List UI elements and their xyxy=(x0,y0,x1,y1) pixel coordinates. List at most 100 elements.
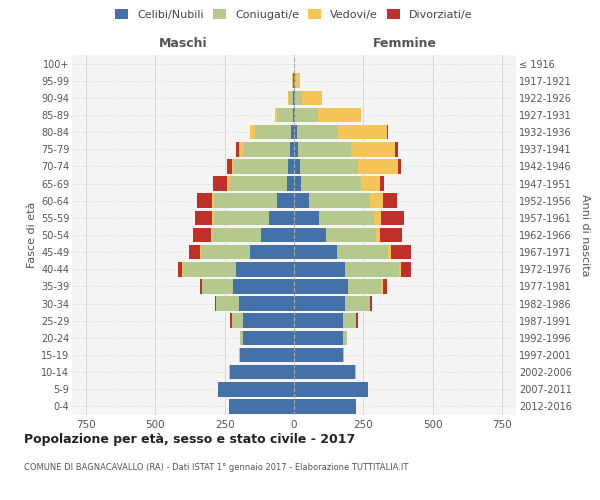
Bar xyxy=(351,142,395,156)
Bar xyxy=(275,108,277,122)
Bar xyxy=(290,142,294,156)
Bar xyxy=(395,142,398,156)
Bar xyxy=(294,314,343,328)
Bar xyxy=(242,330,294,345)
Bar xyxy=(229,176,287,191)
Bar xyxy=(229,399,294,413)
Bar xyxy=(197,194,212,208)
Bar xyxy=(230,365,294,380)
Bar xyxy=(294,330,343,345)
Bar xyxy=(188,245,200,260)
Bar xyxy=(212,210,214,225)
Bar xyxy=(319,210,374,225)
Bar xyxy=(294,194,309,208)
Bar xyxy=(309,194,370,208)
Bar xyxy=(346,296,370,311)
Bar xyxy=(200,245,201,260)
Bar xyxy=(294,228,326,242)
Bar xyxy=(239,348,240,362)
Bar xyxy=(370,194,383,208)
Bar xyxy=(183,262,236,276)
Bar xyxy=(214,194,277,208)
Bar xyxy=(214,210,269,225)
Bar xyxy=(240,330,242,345)
Bar xyxy=(343,314,356,328)
Bar xyxy=(294,159,299,174)
Bar xyxy=(277,194,294,208)
Bar xyxy=(289,90,293,105)
Bar xyxy=(294,245,337,260)
Text: Femmine: Femmine xyxy=(373,37,437,50)
Bar xyxy=(261,228,294,242)
Bar xyxy=(289,159,294,174)
Bar xyxy=(343,348,344,362)
Bar xyxy=(294,108,295,122)
Bar xyxy=(232,159,235,174)
Bar xyxy=(235,159,289,174)
Bar xyxy=(250,125,255,140)
Bar xyxy=(294,382,368,396)
Bar xyxy=(294,210,319,225)
Bar xyxy=(200,279,202,293)
Bar xyxy=(388,245,391,260)
Bar xyxy=(356,314,358,328)
Bar xyxy=(376,228,380,242)
Bar xyxy=(229,365,230,380)
Bar xyxy=(202,279,233,293)
Bar xyxy=(212,194,214,208)
Bar xyxy=(294,365,355,380)
Bar xyxy=(201,245,250,260)
Bar xyxy=(215,296,217,311)
Bar xyxy=(391,245,410,260)
Bar xyxy=(297,125,338,140)
Y-axis label: Fasce di età: Fasce di età xyxy=(26,202,37,268)
Bar xyxy=(302,90,322,105)
Bar xyxy=(217,296,239,311)
Bar xyxy=(380,176,384,191)
Bar xyxy=(227,176,229,191)
Bar xyxy=(370,296,372,311)
Bar xyxy=(355,365,356,380)
Bar xyxy=(343,330,347,345)
Bar xyxy=(400,262,401,276)
Bar xyxy=(293,90,294,105)
Bar xyxy=(401,262,410,276)
Bar xyxy=(326,228,376,242)
Text: COMUNE DI BAGNACAVALLO (RA) - Dati ISTAT 1° gennaio 2017 - Elaborazione TUTTITAL: COMUNE DI BAGNACAVALLO (RA) - Dati ISTAT… xyxy=(24,462,409,471)
Bar xyxy=(383,279,387,293)
Bar xyxy=(294,142,298,156)
Bar xyxy=(346,262,400,276)
Bar xyxy=(239,296,294,311)
Text: Maschi: Maschi xyxy=(158,37,208,50)
Bar xyxy=(296,74,301,88)
Bar xyxy=(239,142,242,156)
Bar xyxy=(294,176,301,191)
Bar xyxy=(317,108,361,122)
Bar xyxy=(348,279,382,293)
Bar xyxy=(242,314,294,328)
Bar xyxy=(301,176,361,191)
Bar xyxy=(218,382,294,396)
Bar xyxy=(227,159,232,174)
Bar xyxy=(387,125,388,140)
Bar xyxy=(361,176,380,191)
Bar xyxy=(232,314,242,328)
Bar xyxy=(250,245,294,260)
Y-axis label: Anni di nascita: Anni di nascita xyxy=(580,194,590,276)
Bar xyxy=(299,159,358,174)
Bar xyxy=(242,142,290,156)
Bar xyxy=(212,228,261,242)
Bar xyxy=(337,245,388,260)
Bar xyxy=(236,142,239,156)
Bar xyxy=(230,314,232,328)
Bar xyxy=(358,159,398,174)
Bar xyxy=(293,108,294,122)
Bar xyxy=(287,90,289,105)
Bar xyxy=(295,74,296,88)
Bar xyxy=(287,176,294,191)
Bar xyxy=(294,90,295,105)
Bar xyxy=(398,159,401,174)
Bar xyxy=(291,125,294,140)
Bar xyxy=(212,176,227,191)
Bar xyxy=(298,142,351,156)
